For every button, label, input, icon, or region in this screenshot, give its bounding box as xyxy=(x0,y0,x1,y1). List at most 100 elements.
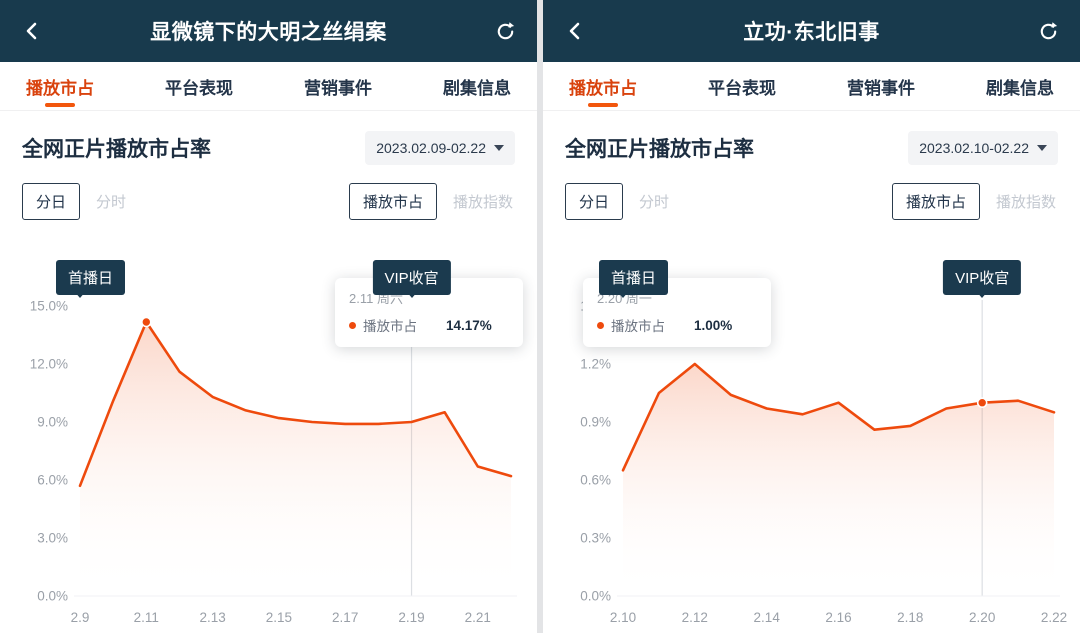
series-dot-icon xyxy=(349,321,356,329)
tooltip-value: 14.17% xyxy=(446,317,492,333)
toggle-row: 分日 分时 播放市占 播放指数 xyxy=(0,171,537,224)
chevron-left-icon xyxy=(26,22,37,40)
premiere-badge: 首播日 xyxy=(68,270,114,287)
tab-label: 营销事件 xyxy=(847,78,915,98)
tab-series-info[interactable]: 剧集信息 xyxy=(443,62,511,110)
tab-playback-share[interactable]: 播放市占 xyxy=(26,62,94,110)
svg-text:2.18: 2.18 xyxy=(897,610,923,625)
tab-label: 营销事件 xyxy=(304,78,372,98)
series-dot-icon xyxy=(597,321,604,329)
line-chart[interactable]: 15.0% 12.0% 9.0% 6.0% 3.0% 0.0%2.9 2.11 2.13 2.1… xyxy=(0,234,537,633)
premiere-pointer xyxy=(617,291,629,298)
tab-label: 剧集信息 xyxy=(986,78,1054,98)
finale-badge: VIP收官 xyxy=(384,270,439,287)
chart-area[interactable]: 1.5%1.2%0.9%0.6%0.3%0.0%2.102.122.142.16… xyxy=(543,234,1080,633)
tab-marketing-events[interactable]: 营销事件 xyxy=(847,62,915,110)
premiere-badge-wrap: 首播日 xyxy=(599,260,669,295)
svg-text:1.2%: 1.2% xyxy=(580,357,611,372)
app-header: 立功·东北旧事 xyxy=(543,0,1080,62)
svg-text:12.0%: 12.0% xyxy=(30,357,68,372)
tooltip-series-label: 播放市占 xyxy=(363,319,417,334)
svg-text:2.13: 2.13 xyxy=(199,610,225,625)
tab-marketing-events[interactable]: 营销事件 xyxy=(304,62,372,110)
granularity-daily[interactable]: 分日 xyxy=(565,183,624,220)
tab-platform-performance[interactable]: 平台表现 xyxy=(165,62,233,110)
svg-text:3.0%: 3.0% xyxy=(37,531,68,546)
tab-platform-performance[interactable]: 平台表现 xyxy=(708,62,776,110)
svg-text:6.0%: 6.0% xyxy=(37,473,68,488)
metric-playback-index[interactable]: 播放指数 xyxy=(995,194,1056,211)
svg-text:0.6%: 0.6% xyxy=(580,473,611,488)
finale-badge: VIP收官 xyxy=(955,270,1010,287)
page-title: 显微镜下的大明之丝绢案 xyxy=(150,21,387,44)
finale-badge-wrap: VIP收官 xyxy=(943,260,1022,295)
page-title: 立功·东北旧事 xyxy=(743,21,880,44)
app-header: 显微镜下的大明之丝绢案 xyxy=(0,0,537,62)
caret-down-icon xyxy=(1037,145,1047,151)
svg-text:0.9%: 0.9% xyxy=(580,415,611,430)
metric-toggle: 播放市占 播放指数 xyxy=(348,183,515,220)
premiere-badge: 首播日 xyxy=(611,270,657,287)
chart-area[interactable]: 15.0% 12.0% 9.0% 6.0% 3.0% 0.0% 2.9 2.11 2.13 2.1… xyxy=(0,234,537,633)
svg-text:15.0%: 15.0% xyxy=(30,299,68,314)
chevron-left-icon xyxy=(569,22,580,40)
metric-playback-share[interactable]: 播放市占 xyxy=(348,183,437,220)
svg-text:2.9: 2.9 xyxy=(71,610,90,625)
premiere-badge-wrap: 首播日 xyxy=(56,260,126,295)
tab-label: 播放市占 xyxy=(26,78,94,98)
toggle-row: 分日 分时 播放市占 播放指数 xyxy=(543,171,1080,224)
tooltip-series-label: 播放市占 xyxy=(611,319,665,334)
tab-label: 平台表现 xyxy=(708,78,776,98)
granularity-toggle: 分日 分时 xyxy=(22,183,128,220)
svg-text:2.11: 2.11 xyxy=(134,610,159,625)
back-button[interactable] xyxy=(561,17,589,45)
svg-text:0.3%: 0.3% xyxy=(580,531,611,546)
tooltip-row: 播放市占 14.17% xyxy=(349,315,509,335)
section-row: 全网正片播放市占率 2023.02.10-02.22 xyxy=(543,111,1080,171)
svg-text:2.15: 2.15 xyxy=(266,610,292,625)
svg-text:2.22: 2.22 xyxy=(1041,610,1067,625)
tooltip-value: 1.00% xyxy=(694,317,733,333)
date-range-selector[interactable]: 2023.02.10-02.22 xyxy=(908,131,1058,165)
metric-playback-share[interactable]: 播放市占 xyxy=(891,183,980,220)
active-tab-underline xyxy=(45,103,75,107)
svg-text:2.14: 2.14 xyxy=(754,610,781,625)
granularity-toggle: 分日 分时 xyxy=(565,183,671,220)
tab-playback-share[interactable]: 播放市占 xyxy=(569,62,637,110)
svg-text:2.21: 2.21 xyxy=(465,610,491,625)
tab-label: 剧集信息 xyxy=(443,78,511,98)
granularity-hourly[interactable]: 分时 xyxy=(639,194,670,211)
active-tab-underline xyxy=(588,103,618,107)
refresh-icon xyxy=(497,21,514,39)
svg-text:2.12: 2.12 xyxy=(682,610,708,625)
granularity-daily[interactable]: 分日 xyxy=(22,183,81,220)
tab-bar: 播放市占 平台表现 营销事件 剧集信息 xyxy=(543,62,1080,111)
section-row: 全网正片播放市占率 2023.02.09-02.22 xyxy=(0,111,537,171)
date-range-value: 2023.02.09-02.22 xyxy=(376,140,486,156)
metric-toggle: 播放市占 播放指数 xyxy=(891,183,1058,220)
svg-text:0.0%: 0.0% xyxy=(37,589,68,604)
tab-bar: 播放市占 平台表现 营销事件 剧集信息 xyxy=(0,62,537,111)
tab-label: 播放市占 xyxy=(569,78,637,98)
tab-label: 平台表现 xyxy=(165,78,233,98)
premiere-pointer xyxy=(74,291,86,298)
metric-playback-index[interactable]: 播放指数 xyxy=(452,194,513,211)
section-title: 全网正片播放市占率 xyxy=(565,138,754,161)
date-range-selector[interactable]: 2023.02.09-02.22 xyxy=(365,131,515,165)
refresh-button[interactable] xyxy=(1034,17,1062,45)
finale-pointer xyxy=(405,291,418,298)
svg-text:2.10: 2.10 xyxy=(610,610,636,625)
finale-pointer xyxy=(976,291,989,298)
svg-text:2.20: 2.20 xyxy=(969,610,995,625)
back-button[interactable] xyxy=(18,17,46,45)
line-chart[interactable]: 1.5%1.2%0.9%0.6%0.3%0.0%2.102.122.142.16… xyxy=(543,234,1080,633)
svg-text:0.0%: 0.0% xyxy=(580,589,611,604)
granularity-hourly[interactable]: 分时 xyxy=(96,194,127,211)
refresh-button[interactable] xyxy=(491,17,519,45)
refresh-icon xyxy=(1040,21,1057,39)
tooltip-row: 播放市占 1.00% xyxy=(597,315,757,335)
panel-left: 显微镜下的大明之丝绢案 播放市占 平台表现 营销事件 剧集信息 全网正片播放市占… xyxy=(0,0,537,633)
tab-series-info[interactable]: 剧集信息 xyxy=(986,62,1054,110)
finale-badge-wrap: VIP收官 xyxy=(372,260,451,295)
